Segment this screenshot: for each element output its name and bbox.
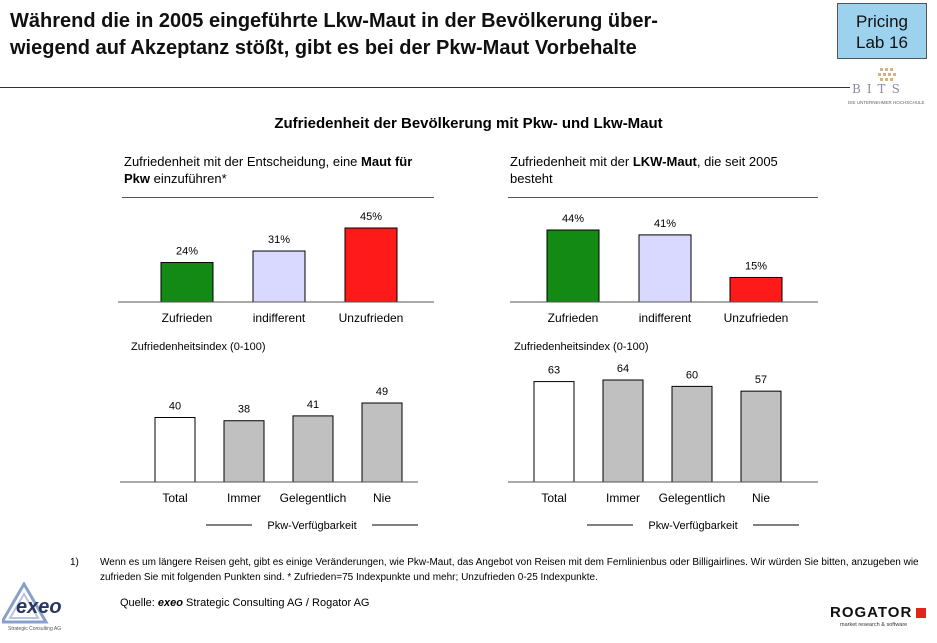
source-rest: Strategic Consulting AG / Rogator AG [183,597,370,609]
lkw-satisfaction-category-label-1: indifferent [639,311,692,325]
source-prefix: Quelle: [120,597,158,609]
rogator-logo-text: ROGATOR [830,604,913,621]
pkw-index-bar-1 [223,420,265,483]
pkw-index-bar-3 [361,402,403,483]
badge-line-1: Pricing [856,12,908,31]
lkw-index-category-label-2: Gelegentlich [659,491,726,505]
title-divider [0,87,850,88]
title-line-1: Während die in 2005 eingeführte Lkw-Maut… [10,10,658,32]
rogator-logo: ROGATOR market research & software [828,602,932,636]
pkw-index-category-label-0: Total [162,491,187,505]
pkw-subtitle-part2: einzuführen* [150,171,227,186]
lkw-index-value-label-2: 60 [686,369,698,381]
lkw-subtitle-divider [508,197,818,198]
pkw-satisfaction-category-label-2: Unzufrieden [339,311,404,325]
lkw-satisfaction-category-label-2: Unzufrieden [724,311,789,325]
lkw-index-value-label-1: 64 [617,363,629,375]
lkw-subtitle-bold: LKW-Maut [632,154,697,169]
lkw-index-category-label-0: Total [541,491,566,505]
footnote-marker: 1) [70,557,79,568]
lkw-satisfaction-bar-0 [546,229,600,303]
lkw-index-value-label-0: 63 [548,365,560,377]
lkw-index-value-label-3: 57 [755,374,767,386]
lkw-index-label: Zufriedenheitsindex (0-100) [514,341,649,353]
page-title: Während die in 2005 eingeführte Lkw-Maut… [10,8,810,62]
pkw-index-value-label-3: 49 [376,386,388,398]
lkw-index-bar-2 [671,385,713,483]
pkw-index-category-label-1: Immer [227,491,261,505]
lkw-satisfaction-value-label-0: 44% [562,213,584,225]
exeo-logo-text: exeo [16,596,62,618]
pkw-index-group-label: Pkw-Verfügbarkeit [267,520,356,532]
exeo-logo-tagline: Strategic Consulting AG [8,626,62,632]
pkw-index-category-label-2: Gelegentlich [280,491,347,505]
pkw-index-label: Zufriedenheitsindex (0-100) [131,341,266,353]
lkw-subtitle-part2: , die seit 2005 besteht [510,154,778,186]
pkw-satisfaction-bar-2 [344,227,398,303]
source-line: Quelle: exeo Strategic Consulting AG / R… [120,597,369,609]
pkw-satisfaction-category-label-0: Zufrieden [162,311,213,325]
pkw-satisfaction-value-label-1: 31% [268,234,290,246]
footnote-text: Wenn es um längere Reisen geht, gibt es … [100,557,919,583]
pkw-index-value-label-2: 41 [307,399,319,411]
lkw-index-bar-3 [740,390,782,483]
pkw-index-bar-0 [154,417,196,483]
pkw-satisfaction-category-label-1: indifferent [253,311,306,325]
lkw-satisfaction-category-label-0: Zufrieden [548,311,599,325]
pkw-subtitle-divider [122,197,434,198]
lkw-index-bar-1 [602,379,644,483]
lkw-index-group-label: Pkw-Verfügbarkeit [648,520,737,532]
source-brand: exeo [157,597,183,609]
pkw-index-category-label-3: Nie [373,491,391,505]
pkw-index-value-label-0: 40 [169,401,181,413]
lkw-index-category-label-1: Immer [606,491,640,505]
section-heading: Zufriedenheit der Bevölkerung mit Pkw- u… [274,115,663,132]
pkw-subtitle-bold: Maut für Pkw [124,154,413,186]
lkw-satisfaction-bar-1 [638,234,692,303]
lkw-chart-subtitle: Zufriedenheit mit der LKW-Maut, die seit… [510,153,810,187]
exeo-logo: exeo Strategic Consulting AG [0,581,82,638]
pkw-subtitle-part1: Zufriedenheit mit der Entscheidung, eine [124,154,362,169]
pkw-satisfaction-bar-0 [160,262,214,303]
bits-logo-lettering: BITS [852,82,906,96]
rogator-logo-tagline: market research & software [840,622,908,628]
pkw-satisfaction-value-label-0: 24% [176,246,198,258]
pkw-index-value-label-1: 38 [238,404,250,416]
pricing-lab-badge: Pricing Lab 16 [837,3,927,59]
lkw-satisfaction-value-label-2: 15% [745,260,767,272]
badge-line-2: Lab 16 [856,33,908,52]
lkw-satisfaction-value-label-1: 41% [654,218,676,230]
pkw-index-bar-2 [292,415,334,483]
bits-logo: BITS DIE UNTERNEHMER HOCHSCHULE [846,66,930,108]
bits-logo-tagline: DIE UNTERNEHMER HOCHSCHULE [848,100,925,105]
lkw-index-bar-0 [533,381,575,483]
pkw-satisfaction-bar-1 [252,250,306,303]
lkw-index-category-label-3: Nie [752,491,770,505]
lkw-satisfaction-bar-2 [729,276,783,303]
pkw-satisfaction-value-label-2: 45% [360,211,382,223]
lkw-subtitle-part1: Zufriedenheit mit der [510,154,633,169]
pkw-chart-subtitle: Zufriedenheit mit der Entscheidung, eine… [124,153,434,187]
bits-logo-mark [878,68,896,81]
title-line-2: wiegend auf Akzeptanz stößt, gibt es bei… [10,37,637,59]
rogator-logo-square [916,608,926,618]
exeo-logo-mark [0,581,49,624]
